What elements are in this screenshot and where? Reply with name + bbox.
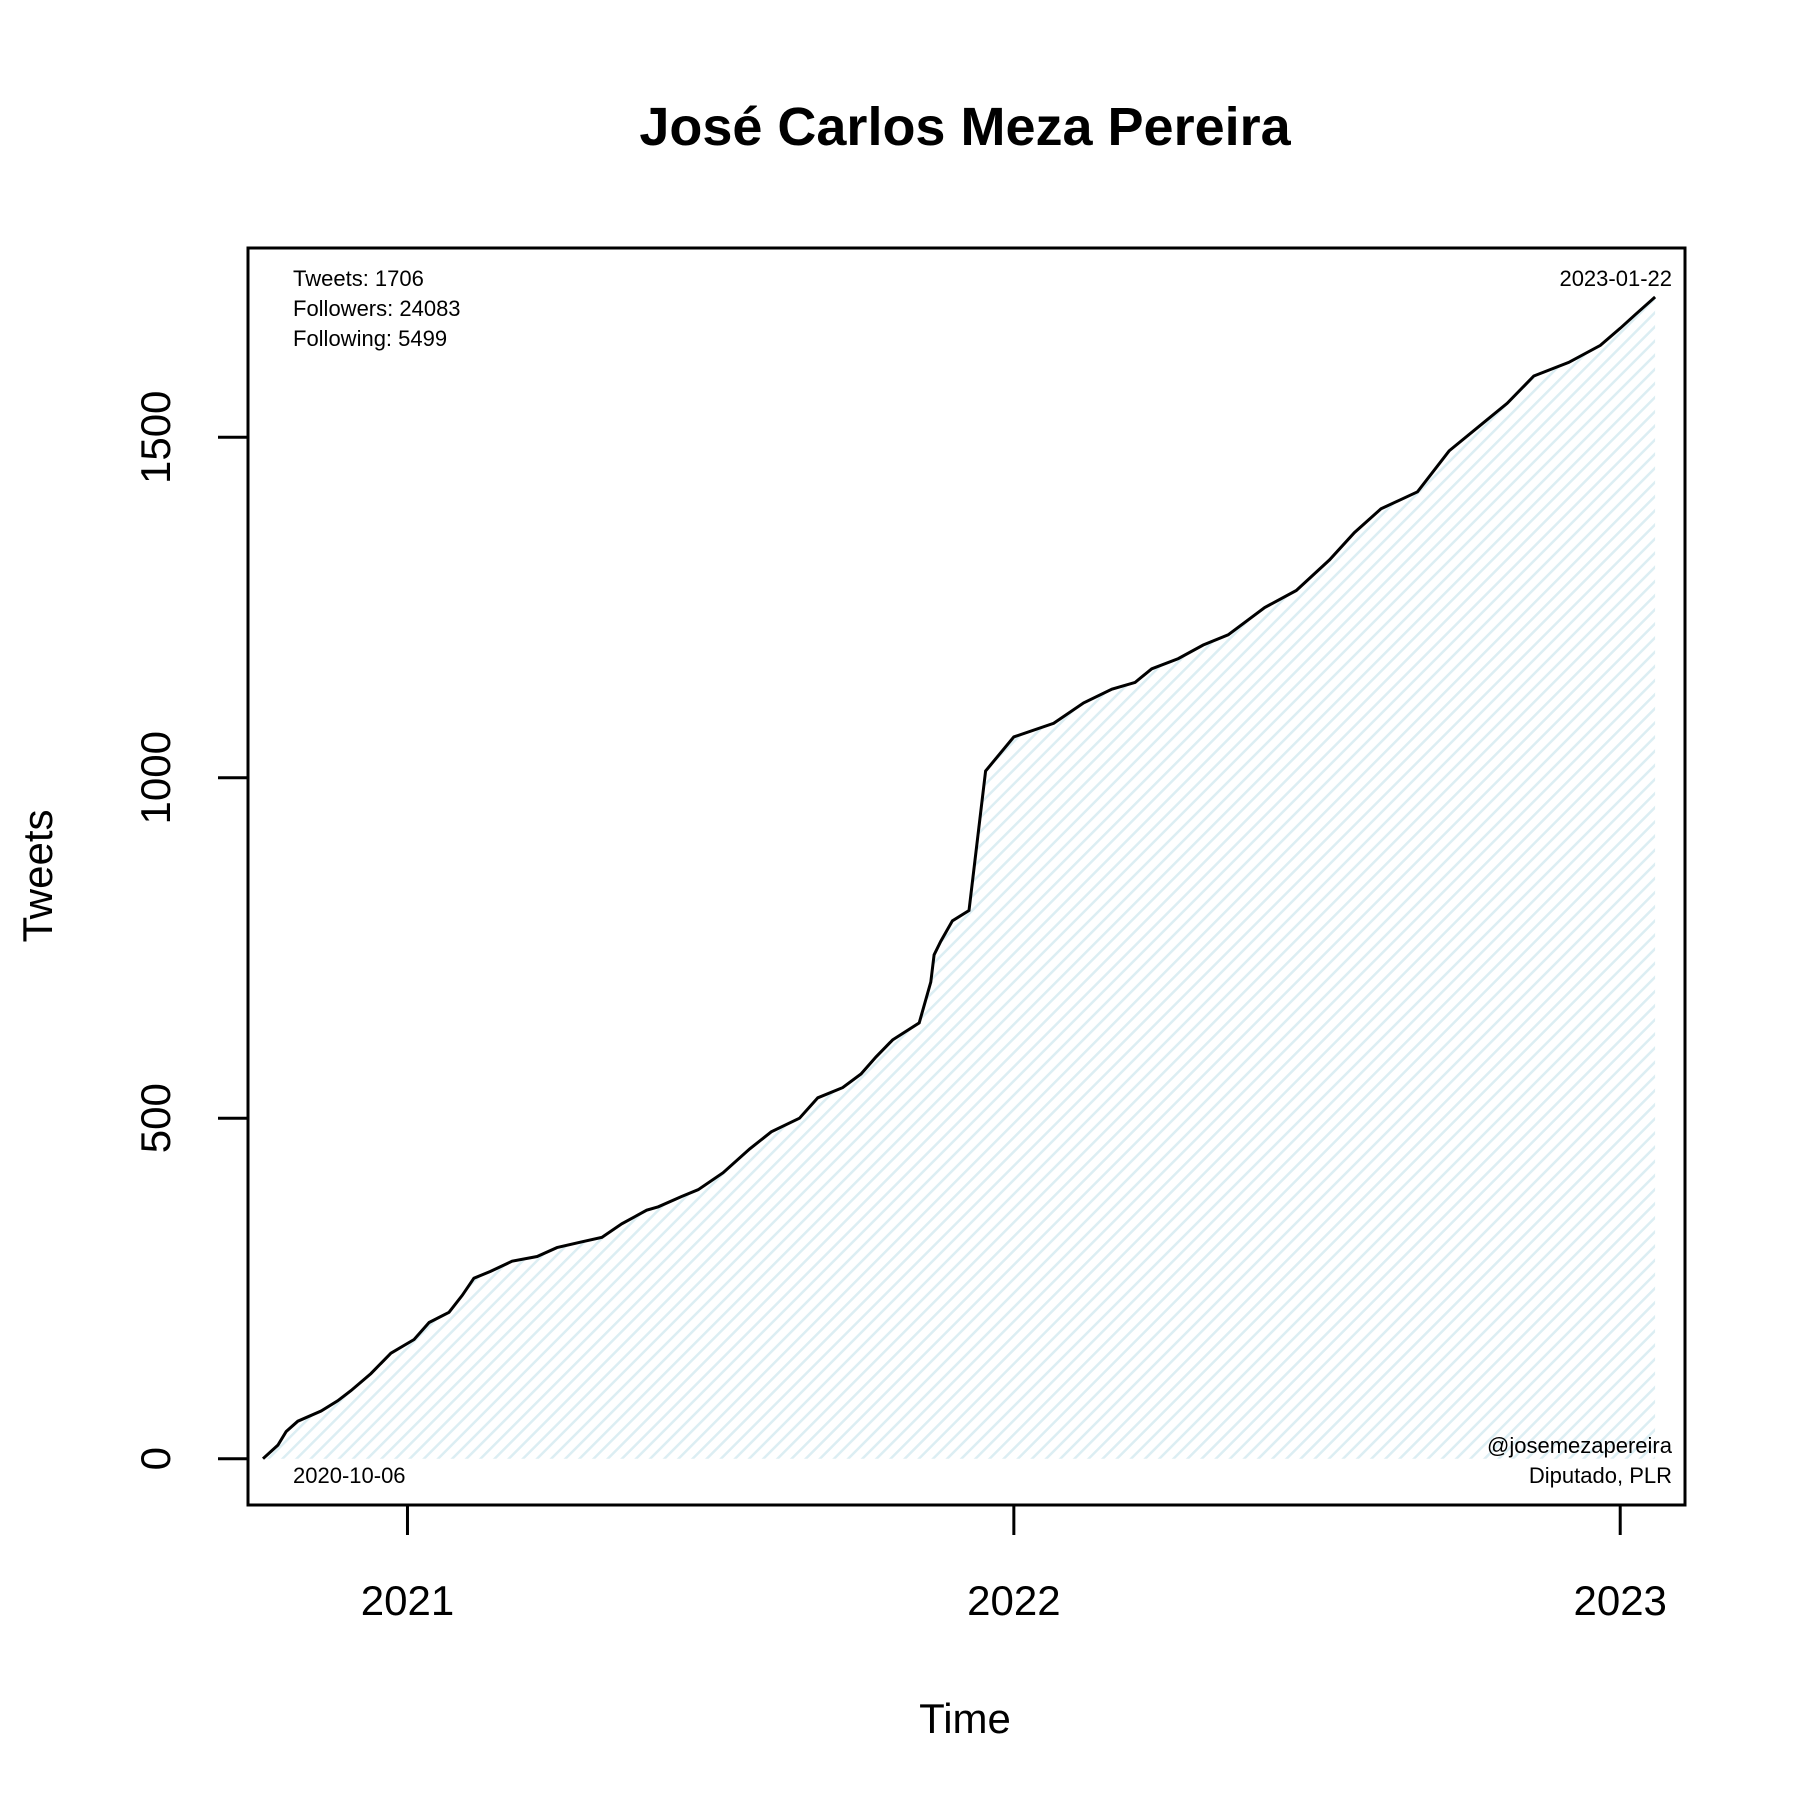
y-tick-label: 500 [132,1083,179,1153]
start-date-label: 2020-10-06 [293,1463,406,1488]
role-label: Diputado, PLR [1529,1463,1672,1488]
x-tick-label: 2021 [361,1577,454,1624]
stat-following: Following: 5499 [293,326,447,351]
x-tick-label: 2023 [1573,1577,1666,1624]
y-tick-label: 1000 [132,731,179,824]
handle-label: @josemezapereira [1487,1433,1673,1458]
plot-frame [246,246,1687,1507]
stat-tweets: Tweets: 1706 [293,266,424,291]
y-tick-label: 1500 [132,391,179,484]
x-axis: 2021 2022 2023 [361,1505,1667,1624]
y-axis-label: Tweets [14,809,61,942]
area-fill [263,297,1656,1459]
series-line [261,295,1657,1460]
y-axis: 0 500 1000 1500 [132,391,248,1470]
chart-title: José Carlos Meza Pereira [639,97,1291,157]
stat-followers: Followers: 24083 [293,296,461,321]
y-tick-label: 0 [132,1447,179,1470]
x-tick-label: 2022 [967,1577,1060,1624]
x-axis-label: Time [919,1695,1011,1742]
end-date-label: 2023-01-22 [1559,266,1672,291]
